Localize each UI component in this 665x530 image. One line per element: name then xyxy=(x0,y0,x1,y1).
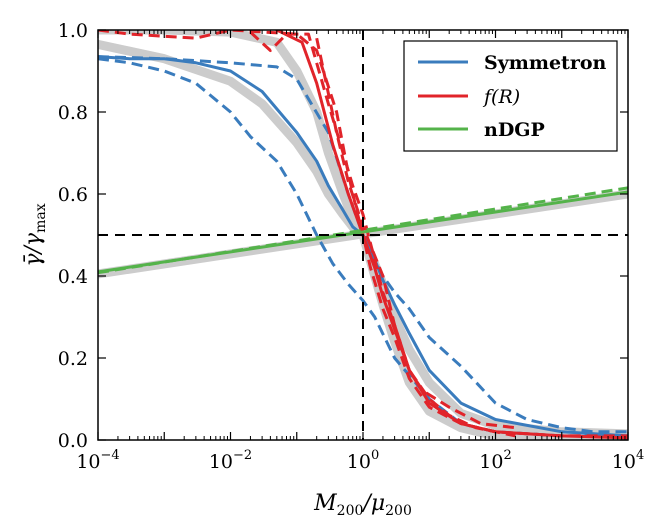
y-tick-label: 0.0 xyxy=(58,430,88,452)
legend-box xyxy=(403,40,618,152)
x-tick-label: 104 xyxy=(612,448,644,473)
x-tick-label: 10−2 xyxy=(209,448,252,473)
x-tick-label: 100 xyxy=(347,448,379,473)
legend-label-symmetron: Symmetron xyxy=(484,52,607,74)
series-fr-dash-c xyxy=(315,37,516,430)
series-fr-solid xyxy=(275,30,628,440)
y-axis-label: γ̄/γmax xyxy=(21,203,49,266)
series-sym-solid xyxy=(98,55,628,438)
legend: Symmetron f(R) nDGP xyxy=(403,40,618,152)
x-tick-label: 10−4 xyxy=(76,448,119,473)
y-tick-label: 0.2 xyxy=(58,348,88,370)
axis-ticks xyxy=(97,29,629,441)
series-sym-dash-low xyxy=(98,57,628,438)
x-tick-label: 102 xyxy=(479,448,511,473)
plot-series xyxy=(98,30,628,440)
y-tick-label: 0.6 xyxy=(58,184,88,206)
legend-label-ndgp: nDGP xyxy=(484,119,545,141)
x-axis-label: M200/μ200 xyxy=(313,491,412,519)
tick-labels: 0.0 0.2 0.4 0.6 0.8 1.0 10−4 10−2 100 102 104 xyxy=(58,20,644,473)
series-ndgp-dash xyxy=(98,186,628,275)
y-tick-label: 0.4 xyxy=(58,266,88,288)
y-tick-label: 0.8 xyxy=(58,102,88,124)
legend-label-fr: f(R) xyxy=(482,86,520,108)
reference-lines xyxy=(98,30,628,440)
y-tick-label: 1.0 xyxy=(58,20,88,42)
